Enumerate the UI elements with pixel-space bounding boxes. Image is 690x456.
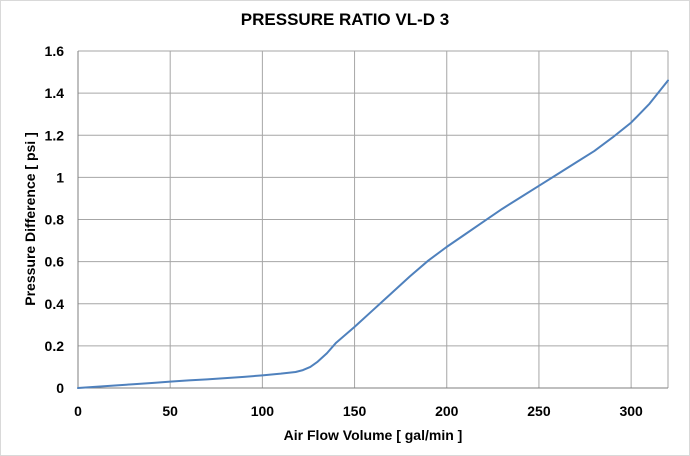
y-tick-label: 0.4 (45, 296, 65, 312)
y-tick-label: 0.2 (45, 338, 65, 354)
x-tick-label: 200 (435, 403, 459, 419)
x-tick-label: 100 (251, 403, 275, 419)
y-tick-label: 0.8 (45, 212, 65, 228)
x-tick-label: 250 (527, 403, 551, 419)
y-axis-label: Pressure Difference [ psi ] (22, 132, 38, 306)
y-tick-label: 0.6 (45, 254, 65, 270)
x-tick-label: 300 (619, 403, 643, 419)
x-tick-label: 150 (343, 403, 367, 419)
x-tick-label: 50 (162, 403, 178, 419)
y-tick-label: 1.6 (45, 43, 65, 59)
y-tick-label: 0 (56, 380, 64, 396)
chart-title: PRESSURE RATIO VL-D 3 (240, 10, 450, 29)
y-tick-label: 1.4 (45, 85, 65, 101)
y-tick-label: 1.2 (45, 127, 65, 143)
y-tick-label: 1 (56, 169, 64, 185)
series-line-0 (77, 79, 669, 389)
x-axis-label: Air Flow Volume [ gal/min ] (283, 427, 463, 443)
x-tick-label: 0 (74, 403, 82, 419)
